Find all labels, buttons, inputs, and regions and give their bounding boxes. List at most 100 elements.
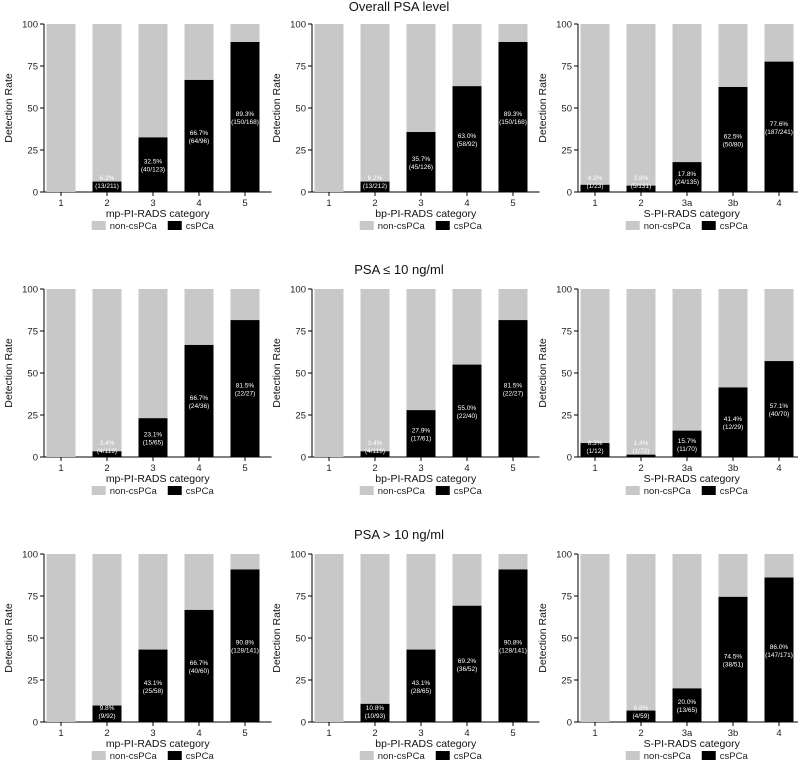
chart-2-data-label-pct: 6.2% (368, 175, 383, 182)
chart-9-data-label-pct: 74.5% (724, 653, 743, 660)
chart-2-data-label-pct: 89.3% (504, 111, 523, 118)
chart-3-data-label-count: (24/135) (675, 179, 699, 186)
chart-5-legend-swatch-non-cspca (359, 486, 374, 495)
chart-6-y-tick-label: 25 (561, 411, 572, 422)
chart-3-y-tick-label: 75 (561, 62, 572, 73)
chart-4-data-label-pct: 23.1% (144, 432, 163, 439)
chart-8-data-label-count: (36/52) (457, 666, 478, 673)
chart-7-x-axis-title: mp-PI-RADS category (106, 738, 211, 750)
chart-7-data-label-count: (25/58) (143, 688, 164, 695)
chart-8-y-tick-label: 25 (295, 676, 306, 687)
chart-8-bar-cspca-5 (498, 569, 528, 722)
chart-9-y-axis-title: Detection Rate (537, 603, 549, 673)
chart-6-x-tick-label: 2 (638, 463, 643, 474)
chart-8-bar-non-cspca-4 (452, 554, 482, 606)
chart-3-bar-non-cspca-3a (672, 24, 702, 163)
chart-6-y-axis-title: Detection Rate (537, 338, 549, 408)
chart-5-data-label-pct: 27.9% (412, 428, 431, 435)
chart-7-y-tick-label: 50 (27, 634, 38, 645)
chart-2-x-tick-label: 1 (326, 198, 331, 209)
chart-6-bar-cspca-4 (764, 361, 794, 457)
chart-8-bar-cspca-4 (452, 605, 482, 722)
chart-5-data-label-count: (4/119) (365, 448, 385, 455)
chart-9-data-label-count: (13/65) (677, 707, 698, 714)
chart-8-y-tick-label: 75 (295, 592, 306, 603)
chart-1-bar-cspca-4 (184, 79, 214, 192)
chart-5-data-label-count: (17/61) (411, 436, 432, 443)
chart-5-bar-non-cspca-5 (498, 289, 528, 321)
chart-3-data-label-count: (1/23) (587, 183, 604, 190)
chart-6-data-label-pct: 1.4% (634, 440, 649, 447)
chart-4-x-tick-label: 2 (104, 463, 109, 474)
chart-6-x-tick-label: 1 (592, 463, 597, 474)
chart-8-bar-non-cspca-5 (498, 554, 528, 570)
chart-9-x-tick-label: 2 (638, 728, 643, 739)
chart-9-data-label-count: (147/171) (765, 652, 793, 659)
chart-1-y-tick-label: 75 (27, 62, 38, 73)
chart-6-legend-swatch-cspca (701, 486, 716, 495)
chart-2-y-tick-label: 0 (301, 188, 306, 199)
chart-7-bar-cspca-2 (92, 705, 122, 722)
chart-3-legend-label-cspca: csPCa (720, 221, 749, 232)
chart-3-y-tick-label: 50 (561, 104, 572, 115)
chart-1-bar-non-cspca-3 (138, 24, 168, 138)
chart-1-x-tick-label: 3 (150, 198, 155, 209)
chart-7-x-tick-label: 1 (58, 728, 63, 739)
chart-1-bar-non-cspca-4 (184, 24, 214, 80)
chart-7-x-tick-label: 4 (196, 728, 201, 739)
chart-6-x-tick-label: 3b (728, 463, 739, 474)
chart-7-bar-cspca-5 (230, 569, 260, 722)
chart-6-legend-label-non-cspca: non-csPCa (644, 486, 692, 497)
chart-7-x-tick-label: 5 (242, 728, 247, 739)
chart-2-bar-cspca-2 (360, 181, 390, 192)
chart-3-bar-non-cspca-1 (580, 24, 610, 185)
chart-6-data-label-count: (12/29) (723, 424, 744, 431)
chart-1-data-label-count: (64/96) (189, 138, 210, 145)
chart-3-data-label-count: (50/80) (723, 142, 744, 149)
chart-1-legend-label-non-cspca: non-csPCa (110, 221, 158, 232)
chart-7-bar-non-cspca-5 (230, 554, 260, 570)
chart-2-bar-cspca-5 (498, 41, 528, 193)
chart-6-y-tick-label: 50 (561, 369, 572, 380)
chart-5-x-tick-label: 4 (464, 463, 469, 474)
chart-5-y-tick-label: 75 (295, 327, 306, 338)
chart-3-legend-swatch-cspca (701, 221, 716, 230)
chart-7-y-tick-label: 25 (27, 676, 38, 687)
chart-4-x-axis-title: mp-PI-RADS category (106, 473, 211, 485)
chart-3-x-tick-label: 3a (682, 198, 693, 209)
chart-1-x-tick-label: 1 (58, 198, 63, 209)
chart-6-bar-non-cspca-2 (626, 289, 656, 455)
chart-2-x-tick-label: 5 (510, 198, 515, 209)
chart-5-y-tick-label: 0 (301, 453, 306, 464)
chart-5-bar-cspca-4 (452, 364, 482, 457)
chart-6-y-tick-label: 100 (556, 285, 572, 296)
chart-7-bar-cspca-4 (184, 609, 214, 722)
chart-3-y-tick-label: 0 (567, 188, 572, 199)
chart-6-bar-non-cspca-3b (718, 289, 748, 388)
chart-8-bar-cspca-2 (360, 703, 390, 722)
chart-8-x-tick-label: 4 (464, 728, 469, 739)
chart-9-data-label-pct: 20.0% (678, 699, 697, 706)
chart-4-x-tick-label: 4 (196, 463, 201, 474)
chart-6-bar-non-cspca-1 (580, 289, 610, 444)
chart-3-bar-cspca-1 (580, 184, 610, 192)
chart-3-bar-non-cspca-3b (718, 24, 748, 87)
chart-2-bar-non-cspca-1 (314, 24, 344, 192)
chart-1-data-label-pct: 66.7% (190, 130, 209, 137)
chart-8-data-label-pct: 43.1% (412, 680, 431, 687)
chart-8-legend-swatch-non-cspca (359, 751, 374, 760)
chart-7-bar-non-cspca-1 (46, 554, 76, 722)
chart-7-y-tick-label: 75 (27, 592, 38, 603)
chart-8-bar-cspca-3 (406, 649, 436, 722)
chart-9-x-tick-label: 1 (592, 728, 597, 739)
chart-1-y-axis-title: Detection Rate (3, 73, 15, 143)
chart-3-bar-cspca-2 (626, 185, 656, 192)
chart-1-data-label-count: (13/211) (95, 183, 119, 190)
chart-9-x-axis-title: S-PI-RADS category (644, 738, 741, 750)
chart-5-y-tick-label: 100 (290, 285, 306, 296)
chart-8-data-label-count: (128/141) (499, 648, 527, 655)
chart-8-x-axis-title: bp-PI-RADS category (375, 738, 477, 750)
chart-8-bar-non-cspca-2 (360, 554, 390, 704)
chart-2-bar-non-cspca-4 (452, 24, 482, 87)
chart-9-bar-cspca-3b (718, 596, 748, 722)
